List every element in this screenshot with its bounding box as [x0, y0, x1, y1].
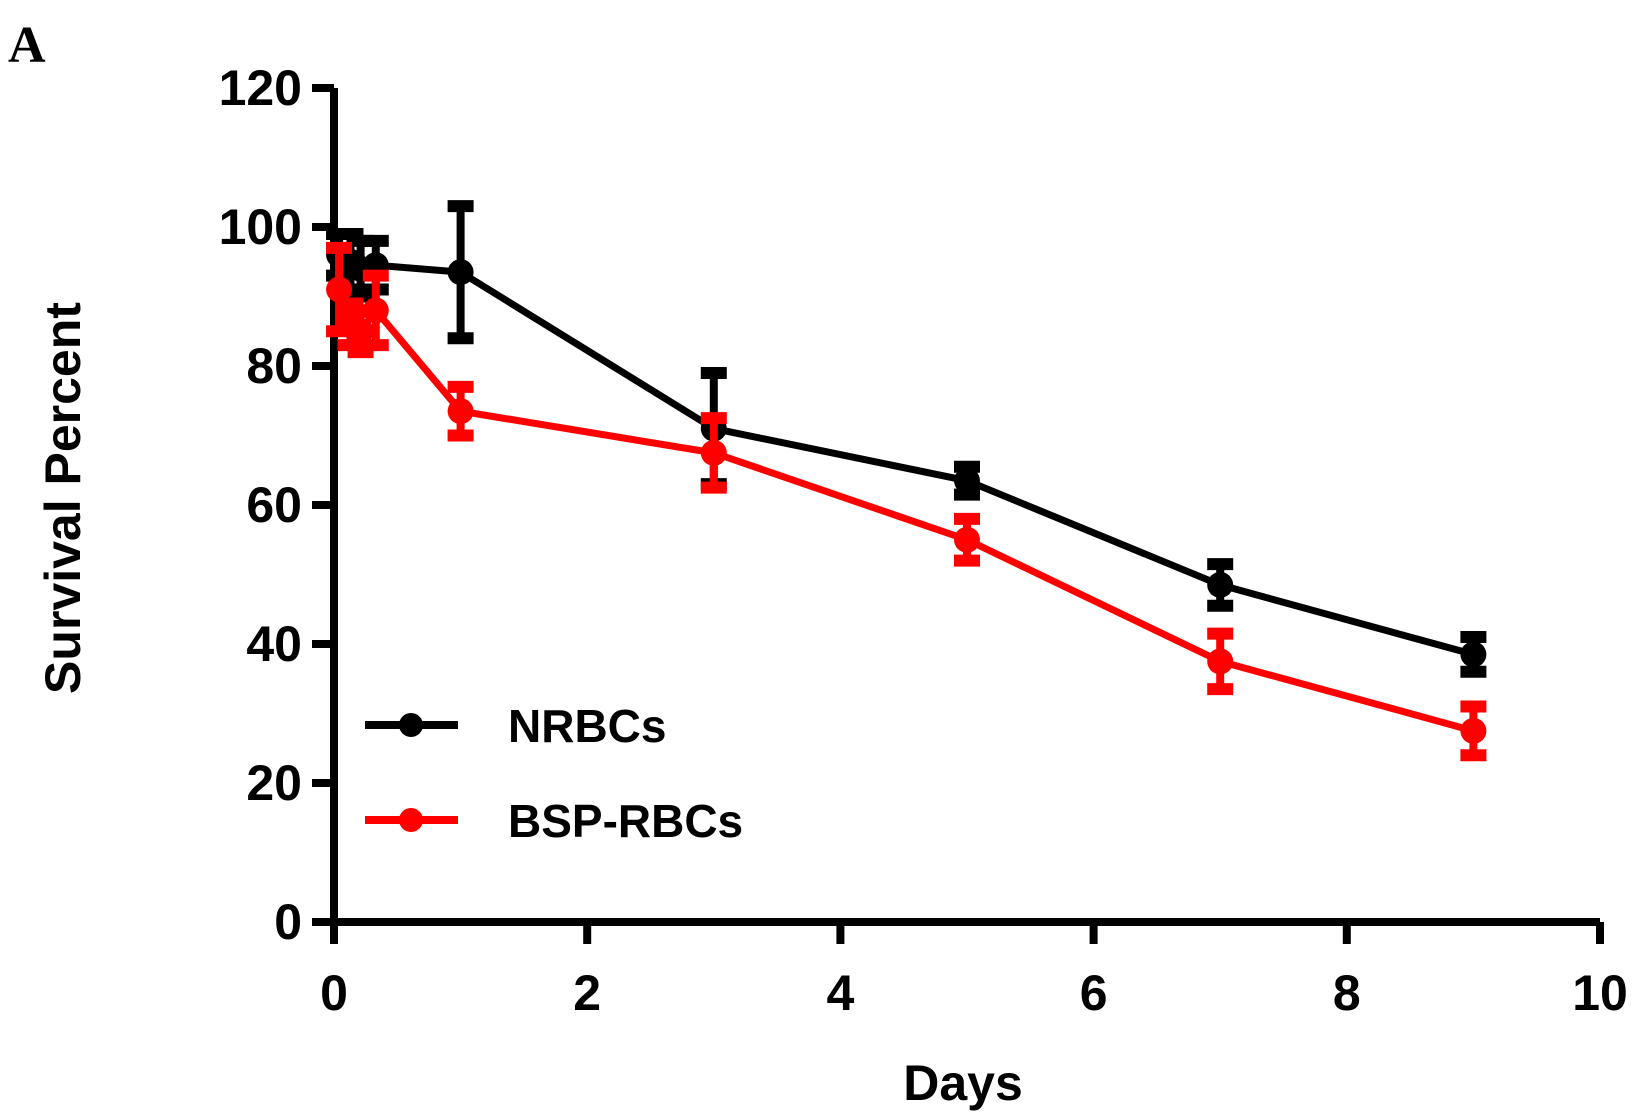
- legend-marker-nrbcs: [399, 713, 423, 737]
- data-point: [1207, 571, 1234, 598]
- legend: NRBCs BSP-RBCs: [365, 700, 743, 847]
- series-line-nrbcs: [337, 251, 1475, 658]
- y-tick-label: 60: [246, 477, 302, 533]
- data-point: [326, 276, 353, 303]
- data-point: [447, 398, 474, 425]
- legend-item-nrbcs: NRBCs: [365, 700, 666, 752]
- axes: 0 20 40 60 80 100 120 0 2 4 6 8 10: [219, 60, 1628, 1021]
- y-tick-label: 0: [274, 894, 302, 950]
- y-tick-label: 40: [246, 616, 302, 672]
- data-point: [954, 467, 980, 494]
- data-point: [1460, 717, 1487, 744]
- y-tick-label: 100: [219, 199, 302, 255]
- x-tick-label: 4: [826, 965, 854, 1021]
- x-tick-label: 10: [1572, 965, 1628, 1021]
- series-layer: [326, 200, 1487, 762]
- panel-label: A: [8, 17, 46, 74]
- legend-label-bsp-rbcs: BSP-RBCs: [508, 795, 743, 847]
- data-point: [700, 439, 727, 466]
- data-point: [447, 259, 474, 286]
- y-tick-label: 120: [219, 60, 302, 116]
- data-point: [1207, 648, 1234, 675]
- series-bsp-rbcs: [326, 241, 1487, 762]
- y-tick-label: 20: [246, 755, 302, 811]
- legend-marker-bsp-rbcs: [399, 808, 423, 832]
- y-axis-title: Survival Percent: [35, 302, 91, 694]
- x-ticks: 0 2 4 6 8 10: [320, 922, 1628, 1021]
- x-tick-label: 0: [320, 965, 348, 1021]
- y-ticks: 0 20 40 60 80 100 120: [219, 60, 334, 950]
- x-tick-label: 8: [1333, 965, 1361, 1021]
- y-tick-label: 80: [246, 338, 302, 394]
- x-tick-label: 2: [573, 965, 601, 1021]
- data-point: [362, 297, 389, 324]
- series-line-bsp-rbcs: [335, 288, 1475, 735]
- data-point: [1460, 641, 1487, 668]
- legend-item-bsp-rbcs: BSP-RBCs: [365, 795, 743, 847]
- series-nrbcs: [326, 200, 1487, 678]
- x-axis-title: Days: [903, 1055, 1023, 1111]
- data-point: [347, 318, 374, 345]
- legend-label-nrbcs: NRBCs: [508, 700, 666, 752]
- x-tick-label: 6: [1080, 965, 1108, 1021]
- data-point: [954, 526, 980, 553]
